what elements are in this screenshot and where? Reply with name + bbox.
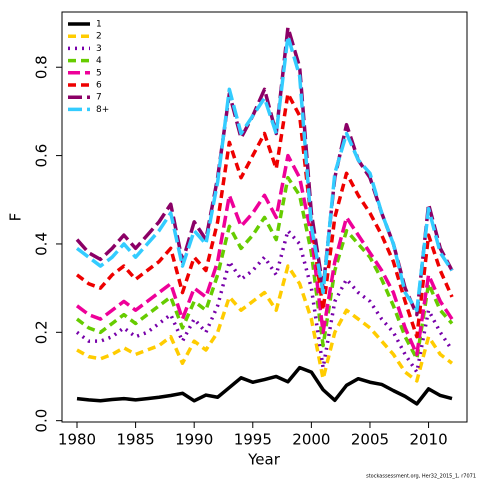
y-tick-label: 0.4	[33, 232, 51, 256]
legend-label: 5	[96, 68, 102, 78]
series-line	[75, 25, 454, 317]
series-line	[75, 175, 454, 361]
x-tick-label: 2000	[292, 431, 330, 449]
y-tick-label: 0.8	[33, 55, 51, 79]
legend-label: 3	[96, 44, 102, 54]
x-axis-label: Year	[247, 451, 281, 469]
x-tick-label: 1985	[117, 431, 155, 449]
footnote: stockassessment.org, Her32_2015_1, r7071	[366, 474, 476, 480]
legend-label: 4	[96, 56, 102, 66]
y-tick-label: 0.6	[33, 144, 51, 168]
legend-label: 6	[96, 81, 102, 91]
plot-frame	[61, 11, 468, 423]
series-line	[75, 91, 454, 339]
y-axis-label: F	[7, 213, 25, 222]
legend-label: 2	[96, 32, 102, 42]
series-line	[76, 264, 454, 383]
x-tick-label: 1995	[234, 431, 272, 449]
series-line	[76, 365, 453, 406]
legend-label: 7	[96, 93, 102, 103]
x-tick-label: 2010	[409, 431, 447, 449]
series-line	[75, 153, 454, 357]
series-line	[75, 34, 454, 312]
y-tick-label: 0.0	[33, 409, 51, 433]
legend-label: 8+	[96, 105, 109, 115]
x-tick-label: 1980	[58, 431, 96, 449]
x-tick-label: 2005	[351, 431, 389, 449]
legend-label: 1	[96, 20, 102, 30]
x-tick-label: 1990	[175, 431, 213, 449]
y-tick-label: 0.2	[33, 320, 51, 344]
